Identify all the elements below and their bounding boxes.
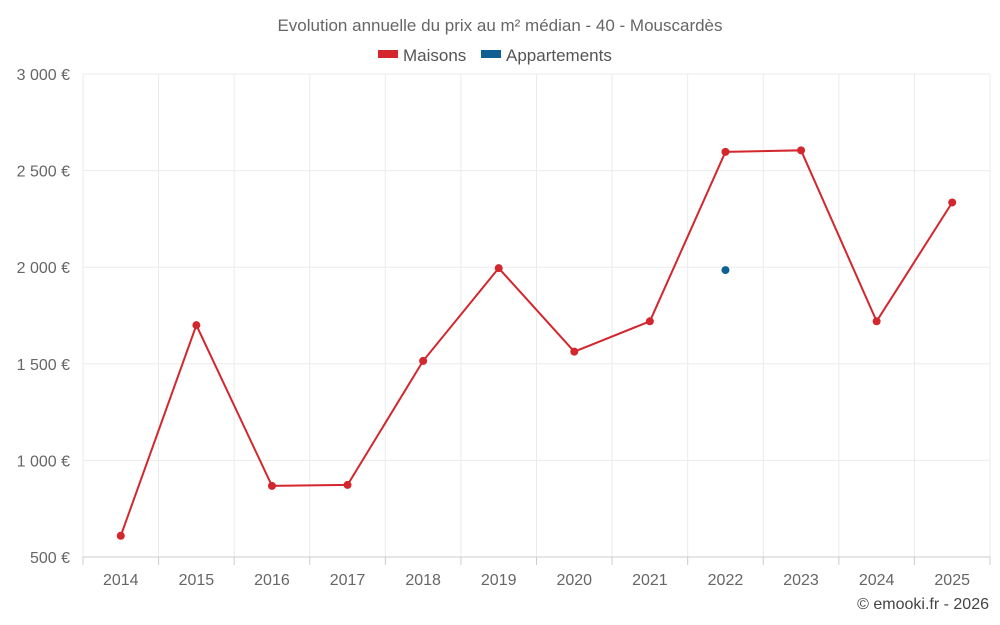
y-tick-label: 2 500 € xyxy=(17,164,70,181)
x-tick-label: 2019 xyxy=(481,572,517,589)
data-point-appartements-2022[interactable] xyxy=(721,266,730,275)
data-point-maisons-2024[interactable] xyxy=(872,317,881,326)
series-maisons xyxy=(116,146,957,540)
legend-swatch-maisons xyxy=(378,50,398,58)
y-tick-label: 3 000 € xyxy=(17,67,70,84)
y-tick-label: 1 000 € xyxy=(17,453,70,470)
x-tick-label: 2022 xyxy=(708,572,744,589)
legend-label-appartements: Appartements xyxy=(506,46,612,65)
x-tick-label: 2014 xyxy=(103,572,139,589)
credit-text: © emooki.fr - 2026 xyxy=(857,596,989,613)
data-point-maisons-2021[interactable] xyxy=(645,317,654,326)
series xyxy=(116,146,957,540)
x-tick-label: 2024 xyxy=(859,572,895,589)
grid xyxy=(82,73,991,558)
y-tick-label: 500 € xyxy=(30,550,70,567)
series-appartements xyxy=(721,266,730,275)
data-point-maisons-2018[interactable] xyxy=(419,356,428,365)
y-tick-label: 2 000 € xyxy=(17,260,70,277)
data-point-maisons-2023[interactable] xyxy=(797,146,806,155)
data-point-maisons-2015[interactable] xyxy=(192,321,201,330)
x-tick-label: 2025 xyxy=(934,572,970,589)
x-tick-label: 2015 xyxy=(179,572,215,589)
x-tick-label: 2020 xyxy=(556,572,592,589)
x-tick-label: 2017 xyxy=(330,572,366,589)
x-tick-label: 2016 xyxy=(254,572,290,589)
data-point-maisons-2019[interactable] xyxy=(494,264,503,273)
data-point-maisons-2016[interactable] xyxy=(267,481,276,490)
y-axis-ticks: 500 € 1 000 € 1 500 € 2 000 € 2 500 € 3 000 € xyxy=(17,67,70,567)
series-line-maisons xyxy=(119,149,954,537)
chart-title: Evolution annuelle du prix au m² médian … xyxy=(277,16,722,35)
legend-label-maisons: Maisons xyxy=(403,46,466,65)
data-point-maisons-2020[interactable] xyxy=(570,347,579,356)
x-tick-label: 2021 xyxy=(632,572,668,589)
x-axis-ticks: 2014 2015 2016 2017 2018 2019 2020 2021 2022 2023… xyxy=(82,557,991,589)
data-point-maisons-2017[interactable] xyxy=(343,480,352,489)
data-point-maisons-2022[interactable] xyxy=(721,147,730,156)
x-tick-label: 2018 xyxy=(405,572,441,589)
data-point-maisons-2014[interactable] xyxy=(116,531,125,540)
y-tick-label: 1 500 € xyxy=(17,357,70,374)
legend-swatch-appartements xyxy=(481,50,501,58)
x-tick-label: 2023 xyxy=(783,572,819,589)
data-point-maisons-2025[interactable] xyxy=(948,198,957,207)
legend: Maisons Appartements xyxy=(378,46,612,65)
legend-item-maisons[interactable]: Maisons xyxy=(378,46,466,65)
legend-item-appartements[interactable]: Appartements xyxy=(481,46,612,65)
